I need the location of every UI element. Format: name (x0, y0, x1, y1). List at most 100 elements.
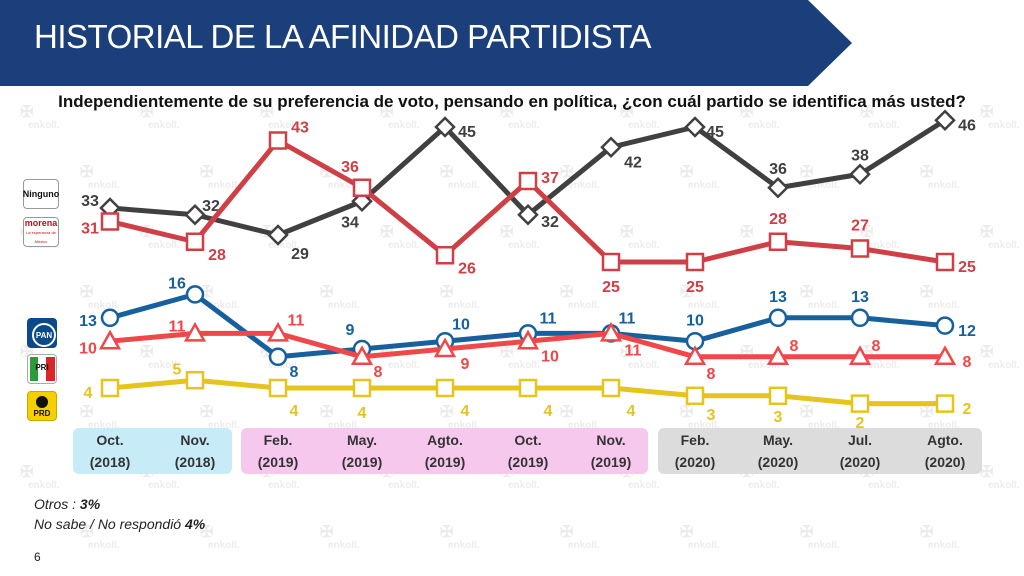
point-prd (768, 386, 788, 406)
legend-ninguno-label: Ninguno (22, 189, 60, 199)
prd-logo: PRD (27, 391, 57, 421)
data-label-ninguno: 38 (851, 147, 869, 164)
point-prd (518, 378, 538, 398)
point-prd (185, 370, 205, 390)
tick-label-month: Agto. (927, 432, 963, 448)
tick-label-month: Agto. (427, 432, 463, 448)
year-band-2019 (241, 428, 648, 474)
point-pri (766, 345, 790, 366)
data-label-pri: 8 (707, 366, 716, 383)
data-label-prd: 3 (707, 407, 716, 424)
data-label-pan: 13 (769, 289, 787, 306)
point-morena (601, 252, 621, 272)
tick-label-month: Nov. (180, 432, 209, 448)
legend-morena-logo: morena La esperanza de México (23, 217, 59, 247)
point-prd (935, 394, 955, 413)
point-pri (683, 345, 707, 366)
data-label-prd: 2 (856, 415, 865, 432)
data-label-pri: 8 (374, 364, 383, 381)
point-pri (98, 329, 122, 350)
data-label-prd: 4 (290, 403, 299, 420)
sun-icon (36, 396, 48, 408)
header-banner (0, 0, 852, 86)
point-morena (352, 178, 372, 197)
point-pri (433, 337, 457, 358)
data-label-pan: 13 (79, 313, 97, 330)
legend-morena-sub: La esperanza de México (26, 229, 56, 244)
tick-label-month: May. (763, 432, 793, 448)
point-pan (850, 308, 870, 328)
point-ninguno (934, 109, 956, 132)
data-label-pan: 13 (851, 289, 869, 306)
tick-label-year: (2018) (175, 454, 215, 470)
data-label-ninguno: 46 (958, 117, 976, 134)
legend-ninguno: Ninguno (23, 179, 59, 209)
point-ninguno (767, 176, 789, 199)
data-label-pan: 9 (346, 322, 355, 339)
data-label-ninguno: 33 (81, 193, 99, 210)
data-label-morena: 43 (291, 120, 309, 137)
data-label-morena: 36 (341, 159, 359, 176)
data-label-ninguno: 42 (624, 154, 642, 171)
data-label-pan: 11 (619, 311, 636, 328)
pan-logo-label: PAN (32, 323, 56, 347)
data-label-pri: 10 (541, 348, 559, 365)
data-label-prd: 4 (544, 403, 553, 420)
point-morena (685, 252, 705, 272)
tick-label-month: Oct. (96, 432, 123, 448)
tick-label-year: (2018) (90, 454, 130, 470)
data-label-pri: 11 (288, 313, 305, 330)
data-label-morena: 25 (686, 279, 704, 296)
data-label-morena: 26 (458, 260, 476, 277)
data-label-prd: 3 (774, 409, 783, 426)
point-morena (268, 131, 288, 150)
data-label-pri: 8 (872, 338, 881, 355)
data-label-prd: 4 (84, 385, 93, 402)
point-prd (435, 378, 455, 398)
tick-label-year: (2019) (591, 454, 631, 470)
legend-morena-label: morena (24, 217, 58, 228)
point-prd (352, 378, 372, 398)
point-pri (516, 329, 540, 350)
tick-label-month: Feb. (264, 432, 293, 448)
data-label-ninguno: 34 (341, 214, 359, 231)
footnote-otros: Otros : 3% (34, 496, 101, 512)
point-prd (100, 378, 120, 398)
data-label-pan: 11 (540, 311, 557, 328)
data-label-prd: 4 (627, 403, 636, 420)
tick-label-month: Oct. (514, 432, 541, 448)
data-label-morena: 28 (208, 247, 226, 264)
data-label-pri: 9 (461, 356, 470, 373)
tick-label-year: (2019) (508, 454, 548, 470)
data-label-prd: 5 (173, 361, 182, 378)
point-pan (268, 347, 288, 367)
point-prd (268, 378, 288, 398)
point-pan (185, 285, 205, 304)
data-label-pri: 10 (79, 340, 97, 357)
tick-label-year: (2020) (925, 454, 965, 470)
data-label-pan: 12 (958, 323, 976, 340)
data-label-morena: 37 (541, 170, 559, 187)
data-label-prd: 2 (963, 401, 972, 418)
point-prd (850, 394, 870, 413)
data-label-morena: 27 (851, 218, 869, 235)
data-label-morena: 25 (958, 259, 976, 276)
data-label-ninguno: 45 (458, 124, 476, 141)
point-prd (601, 378, 621, 398)
point-morena (185, 232, 205, 251)
tick-label-month: Jul. (848, 432, 872, 448)
point-prd (685, 386, 705, 406)
tick-label-month: Nov. (596, 432, 625, 448)
point-pan (100, 308, 120, 328)
tick-label-month: May. (347, 432, 377, 448)
point-morena (100, 212, 120, 231)
data-label-pan: 8 (290, 364, 299, 381)
point-pri (350, 345, 374, 366)
pan-logo: PAN (27, 318, 57, 348)
data-label-ninguno: 29 (291, 246, 309, 263)
data-label-ninguno: 36 (769, 161, 787, 178)
point-ninguno (517, 203, 539, 226)
tick-label-year: (2020) (758, 454, 798, 470)
point-pan (935, 316, 955, 335)
